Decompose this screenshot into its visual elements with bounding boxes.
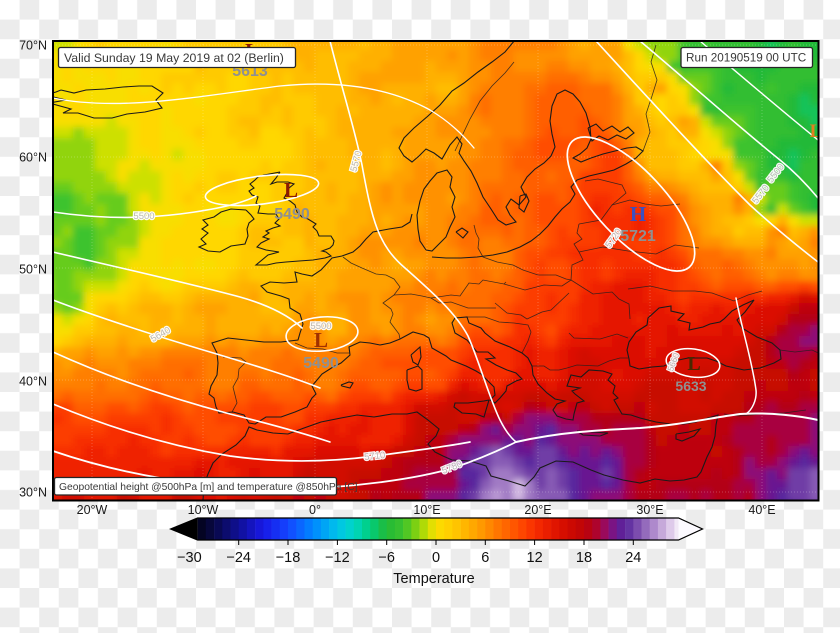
svg-text:0°: 0° bbox=[309, 503, 321, 517]
svg-text:10°E: 10°E bbox=[413, 503, 440, 517]
svg-text:Valid Sunday 19 May 2019 at 02: Valid Sunday 19 May 2019 at 02 (Berlin) bbox=[64, 51, 284, 65]
svg-text:L: L bbox=[810, 121, 823, 142]
svg-text:−30: −30 bbox=[177, 550, 202, 566]
svg-text:L: L bbox=[314, 328, 328, 352]
svg-text:30°N: 30°N bbox=[19, 486, 47, 500]
svg-text:30°E: 30°E bbox=[636, 503, 663, 517]
svg-text:−24: −24 bbox=[226, 550, 251, 566]
svg-text:L: L bbox=[284, 178, 298, 202]
svg-text:L: L bbox=[687, 353, 700, 375]
svg-text:Run 20190519 00 UTC: Run 20190519 00 UTC bbox=[686, 52, 806, 65]
svg-text:Temperature: Temperature bbox=[393, 571, 474, 587]
svg-text:18: 18 bbox=[576, 550, 592, 566]
svg-text:0: 0 bbox=[432, 550, 440, 566]
svg-text:12: 12 bbox=[527, 550, 543, 566]
svg-text:−18: −18 bbox=[276, 550, 301, 566]
svg-text:20°W: 20°W bbox=[77, 503, 108, 517]
svg-text:Geopotential height @500hPa [m: Geopotential height @500hPa [m] and temp… bbox=[59, 482, 358, 493]
svg-text:6: 6 bbox=[481, 550, 489, 566]
svg-text:20°E: 20°E bbox=[524, 503, 551, 517]
svg-text:5490: 5490 bbox=[274, 206, 310, 223]
svg-text:5500: 5500 bbox=[310, 321, 331, 332]
svg-text:5710: 5710 bbox=[364, 450, 386, 463]
svg-text:10°W: 10°W bbox=[188, 503, 219, 517]
svg-text:50°N: 50°N bbox=[19, 263, 47, 277]
svg-text:H: H bbox=[630, 202, 646, 226]
svg-text:−6: −6 bbox=[378, 550, 395, 566]
svg-text:5721: 5721 bbox=[620, 228, 656, 245]
svg-text:5500: 5500 bbox=[133, 211, 154, 222]
svg-text:70°N: 70°N bbox=[19, 39, 47, 53]
svg-text:40°N: 40°N bbox=[19, 375, 47, 389]
svg-text:5490: 5490 bbox=[303, 355, 339, 372]
svg-text:24: 24 bbox=[625, 550, 641, 566]
svg-text:60°N: 60°N bbox=[19, 151, 47, 165]
svg-text:40°E: 40°E bbox=[748, 503, 775, 517]
svg-text:5633: 5633 bbox=[675, 378, 706, 394]
svg-text:−12: −12 bbox=[325, 550, 350, 566]
